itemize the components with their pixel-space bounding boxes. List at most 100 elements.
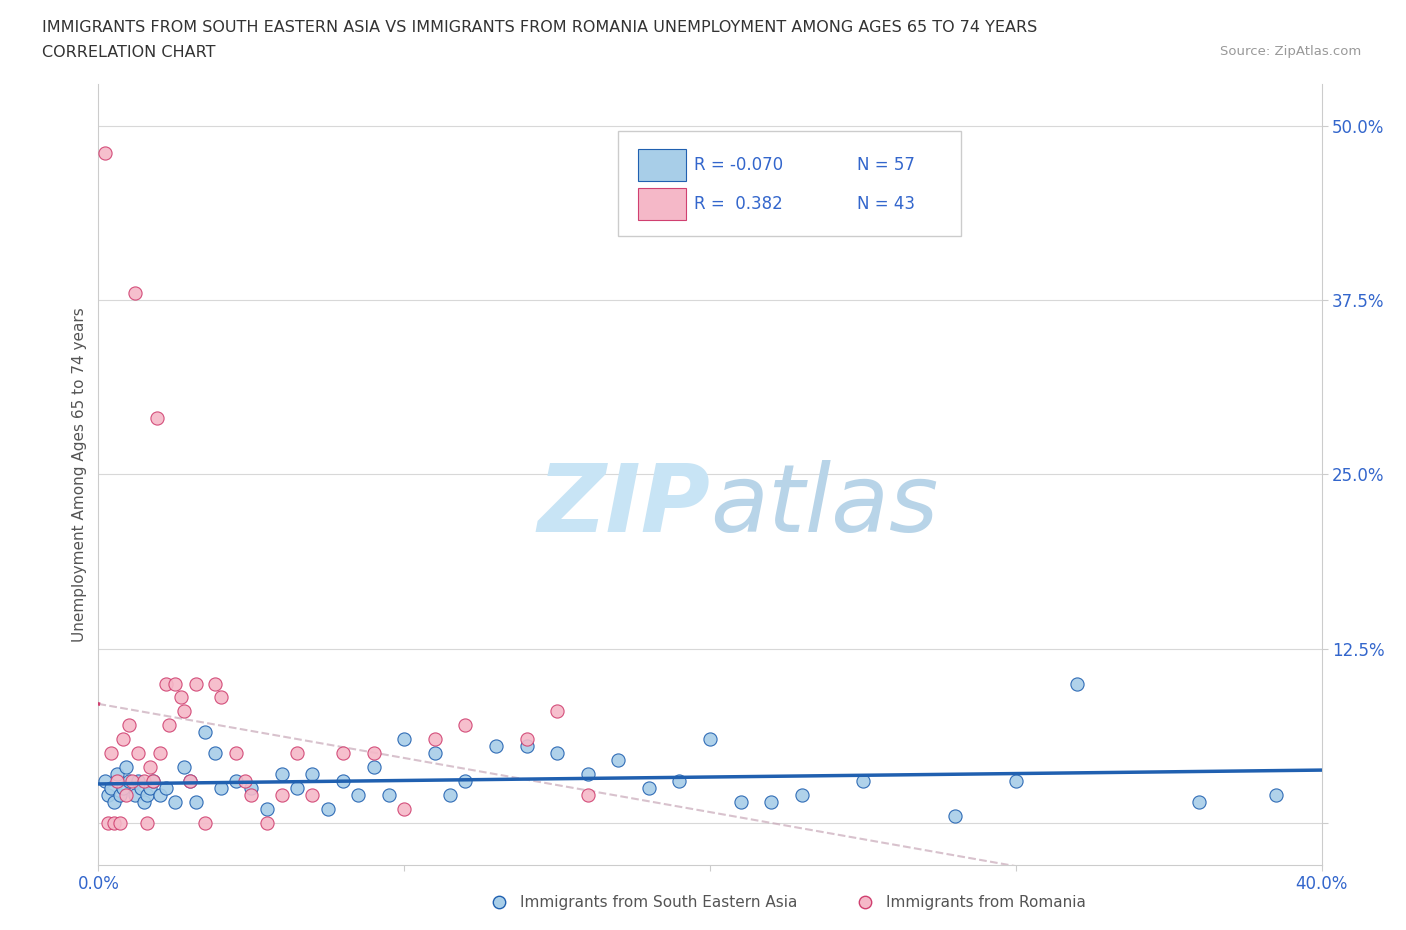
Text: Immigrants from South Eastern Asia: Immigrants from South Eastern Asia — [520, 895, 797, 910]
Point — [392, 802, 416, 817]
Point — [103, 816, 125, 830]
Point — [301, 788, 323, 803]
Text: Immigrants from Romania: Immigrants from Romania — [886, 895, 1085, 910]
Point — [332, 774, 354, 789]
Point — [546, 704, 568, 719]
Point — [173, 760, 195, 775]
FancyBboxPatch shape — [619, 130, 960, 236]
Text: N = 43: N = 43 — [856, 195, 915, 213]
Point — [363, 746, 385, 761]
Point — [149, 788, 172, 803]
Point — [439, 788, 461, 803]
Point — [301, 766, 323, 781]
Point — [118, 774, 141, 789]
Point — [155, 676, 177, 691]
Point — [105, 774, 128, 789]
Y-axis label: Unemployment Among Ages 65 to 74 years: Unemployment Among Ages 65 to 74 years — [72, 307, 87, 642]
Point — [163, 676, 186, 691]
Point — [204, 676, 226, 691]
Point — [173, 704, 195, 719]
Point — [240, 788, 263, 803]
Point — [108, 816, 131, 830]
Point — [105, 766, 128, 781]
Point — [97, 816, 120, 830]
Text: IMMIGRANTS FROM SOUTH EASTERN ASIA VS IMMIGRANTS FROM ROMANIA UNEMPLOYMENT AMONG: IMMIGRANTS FROM SOUTH EASTERN ASIA VS IM… — [42, 20, 1038, 35]
Point — [93, 774, 115, 789]
Point — [115, 760, 138, 775]
Point — [516, 732, 538, 747]
Point — [108, 788, 131, 803]
Point — [209, 690, 232, 705]
Point — [136, 816, 159, 830]
Point — [576, 766, 599, 781]
Point — [136, 788, 159, 803]
Point — [186, 794, 208, 809]
Point — [316, 802, 339, 817]
Point — [170, 690, 193, 705]
Point — [1264, 788, 1286, 803]
Point — [139, 760, 162, 775]
Point — [100, 781, 122, 796]
FancyBboxPatch shape — [638, 149, 686, 181]
Point — [209, 781, 232, 796]
Point — [256, 816, 278, 830]
Point — [149, 746, 172, 761]
Point — [1066, 676, 1088, 691]
Point — [121, 774, 143, 789]
Point — [943, 809, 966, 824]
Point — [155, 781, 177, 796]
Point — [270, 766, 292, 781]
Point — [852, 774, 875, 789]
Point — [93, 146, 115, 161]
Point — [423, 732, 446, 747]
Point — [1188, 794, 1211, 809]
Point — [157, 718, 180, 733]
Text: R =  0.382: R = 0.382 — [695, 195, 783, 213]
Point — [111, 781, 134, 796]
Point — [124, 286, 146, 300]
Point — [97, 788, 120, 803]
Point — [163, 794, 186, 809]
Point — [516, 738, 538, 753]
Point — [546, 746, 568, 761]
Point — [129, 781, 152, 796]
Point — [240, 781, 263, 796]
Point — [1004, 774, 1026, 789]
Point — [485, 738, 508, 753]
Text: N = 57: N = 57 — [856, 156, 915, 174]
Text: ZIP: ZIP — [537, 459, 710, 551]
Point — [285, 746, 308, 761]
Point — [454, 718, 477, 733]
Point — [363, 760, 385, 775]
Point — [256, 802, 278, 817]
Point — [142, 774, 165, 789]
Point — [637, 781, 661, 796]
Text: CORRELATION CHART: CORRELATION CHART — [42, 45, 215, 60]
Point — [194, 816, 217, 830]
Point — [225, 746, 247, 761]
Point — [139, 781, 162, 796]
Point — [454, 774, 477, 789]
Text: atlas: atlas — [710, 460, 938, 551]
Point — [730, 794, 752, 809]
Point — [392, 732, 416, 747]
Point — [103, 794, 125, 809]
Text: R = -0.070: R = -0.070 — [695, 156, 783, 174]
Point — [853, 895, 876, 910]
Point — [759, 794, 782, 809]
Point — [488, 895, 510, 910]
Point — [111, 732, 134, 747]
Point — [668, 774, 690, 789]
Point — [576, 788, 599, 803]
Point — [118, 718, 141, 733]
Point — [233, 774, 256, 789]
Point — [179, 774, 201, 789]
Point — [127, 774, 149, 789]
Point — [134, 774, 156, 789]
Point — [204, 746, 226, 761]
Point — [179, 774, 201, 789]
FancyBboxPatch shape — [638, 188, 686, 220]
Point — [145, 411, 167, 426]
Point — [124, 788, 146, 803]
Text: Source: ZipAtlas.com: Source: ZipAtlas.com — [1220, 45, 1361, 58]
